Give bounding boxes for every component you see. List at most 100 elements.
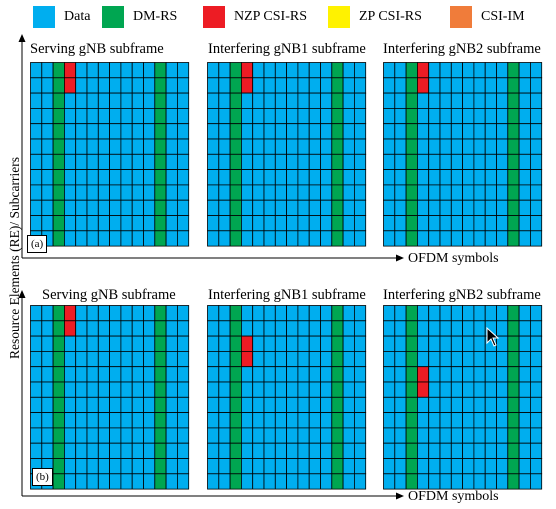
resource-element-data	[439, 442, 452, 459]
resource-element-data	[484, 169, 497, 186]
resource-element-dmrs	[405, 169, 418, 186]
resource-element-data	[529, 230, 543, 247]
resource-element-data	[383, 199, 396, 216]
resource-element-data	[286, 396, 299, 414]
resource-element-data	[131, 458, 144, 475]
resource-element-data	[518, 123, 531, 140]
resource-element-data	[484, 108, 497, 125]
resource-element-nzp-csi-rs	[64, 305, 77, 322]
resource-element-nzp-csi-rs	[241, 335, 254, 352]
resource-element-dmrs	[331, 458, 344, 475]
resource-element-data	[86, 62, 99, 79]
resource-element-data	[394, 184, 407, 201]
resource-element-data	[428, 108, 441, 125]
resource-element-dmrs	[331, 366, 344, 383]
resource-element-dmrs	[154, 108, 167, 125]
resource-element-dmrs	[229, 108, 242, 125]
resource-element-data	[439, 351, 452, 368]
resource-element-dmrs	[331, 108, 344, 125]
resource-element-data	[417, 215, 430, 232]
resource-element-data	[297, 412, 310, 429]
resource-element-data	[383, 412, 396, 429]
resource-element-data	[241, 123, 254, 140]
resource-element-data	[252, 473, 265, 490]
resource-element-data	[394, 351, 407, 368]
resource-element-data	[342, 184, 355, 201]
resource-element-data	[207, 230, 220, 247]
resource-element-dmrs	[331, 169, 344, 186]
resource-element-data	[286, 320, 299, 337]
resource-element-data	[450, 230, 464, 247]
resource-element-data	[218, 412, 231, 429]
resource-element-data	[263, 351, 276, 368]
resource-element-data	[394, 77, 407, 94]
resource-element-data	[252, 320, 265, 337]
resource-element-data	[120, 184, 133, 201]
resource-element-data	[308, 427, 321, 444]
resource-element-data	[428, 199, 441, 216]
resource-element-data	[462, 320, 475, 337]
resource-element-data	[428, 77, 441, 94]
resource-element-data	[417, 320, 430, 337]
resource-element-dmrs	[154, 123, 167, 140]
resource-element-data	[473, 366, 486, 383]
resource-element-data	[75, 199, 88, 216]
resource-element-data	[473, 381, 486, 398]
resource-element-dmrs	[154, 396, 167, 414]
resource-element-data	[207, 381, 220, 398]
resource-element-data	[342, 215, 355, 232]
resource-element-dmrs	[52, 123, 65, 140]
resource-element-data	[428, 92, 441, 109]
resource-element-data	[30, 305, 43, 322]
resource-element-dmrs	[154, 458, 167, 475]
panel-label-a: (a)	[27, 235, 48, 253]
legend-swatch-data	[33, 6, 55, 28]
resource-element-data	[394, 473, 407, 490]
resource-element-data	[97, 153, 111, 171]
resource-element-data	[120, 320, 133, 337]
resource-element-data	[286, 412, 299, 429]
resource-element-data	[353, 108, 367, 125]
resource-element-data	[109, 62, 122, 79]
resource-element-data	[207, 199, 220, 216]
resource-element-data	[342, 169, 355, 186]
resource-element-data	[450, 92, 464, 109]
resource-element-data	[176, 396, 190, 414]
resource-element-data	[263, 62, 276, 79]
resource-element-data	[297, 169, 310, 186]
resource-element-data	[484, 92, 497, 109]
resource-element-data	[353, 473, 367, 490]
resource-element-data	[97, 138, 111, 155]
resource-element-data	[450, 169, 464, 186]
resource-element-data	[439, 335, 452, 352]
resource-element-data	[274, 351, 288, 368]
resource-element-dmrs	[52, 77, 65, 94]
resource-element-data	[518, 215, 531, 232]
resource-element-data	[496, 230, 509, 247]
resource-element-data	[263, 153, 276, 171]
resource-element-data	[286, 77, 299, 94]
resource-element-data	[218, 123, 231, 140]
resource-element-data	[109, 366, 122, 383]
resource-element-data	[64, 351, 77, 368]
resource-element-data	[143, 442, 156, 459]
resource-element-data	[274, 473, 288, 490]
resource-element-data	[131, 396, 144, 414]
resource-element-data	[143, 92, 156, 109]
resource-element-data	[450, 381, 464, 398]
resource-element-dmrs	[52, 138, 65, 155]
resource-element-dmrs	[229, 153, 242, 171]
resource-element-data	[450, 396, 464, 414]
resource-element-data	[75, 305, 88, 322]
resource-element-data	[120, 138, 133, 155]
resource-element-data	[252, 335, 265, 352]
resource-element-data	[462, 458, 475, 475]
resource-element-data	[353, 169, 367, 186]
resource-element-data	[518, 366, 531, 383]
legend-label-data: Data	[64, 9, 91, 24]
resource-element-data	[218, 427, 231, 444]
resource-element-data	[176, 412, 190, 429]
resource-element-dmrs	[507, 473, 520, 490]
resource-element-data	[274, 396, 288, 414]
resource-element-data	[394, 230, 407, 247]
